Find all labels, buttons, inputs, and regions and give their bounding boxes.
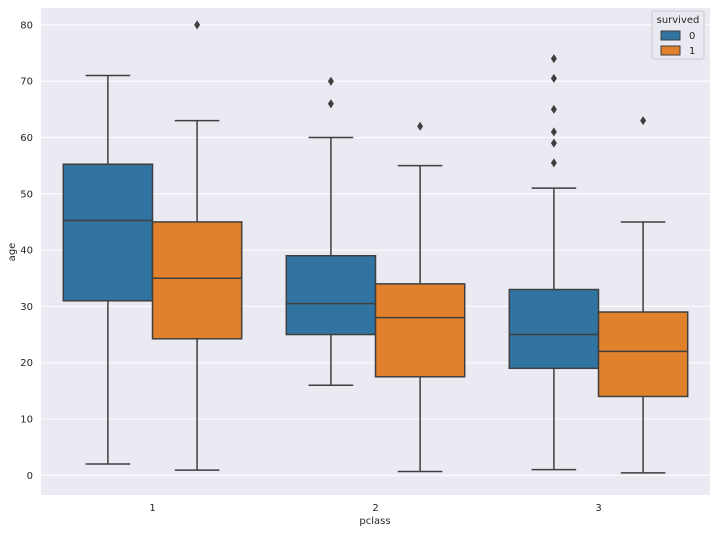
y-tick-label: 0 xyxy=(27,471,33,482)
box-group xyxy=(62,20,689,474)
outlier-point xyxy=(194,20,201,30)
box-iqr xyxy=(597,311,689,398)
outlier-point xyxy=(417,121,424,131)
box-iqr xyxy=(508,288,600,370)
box-iqr xyxy=(285,254,377,336)
box-iqr xyxy=(374,283,466,378)
legend: survived 0 1 xyxy=(651,10,705,60)
x-tick-label: 2 xyxy=(372,503,378,514)
y-tick-label: 80 xyxy=(20,20,33,31)
x-tick-label: 1 xyxy=(149,503,155,514)
outlier-point xyxy=(327,76,334,86)
y-tick-label: 30 xyxy=(20,302,33,313)
x-tick-labels: 1 2 3 xyxy=(149,503,601,514)
outlier-point xyxy=(550,104,557,114)
outlier-point xyxy=(550,127,557,137)
x-axis-label: pclass xyxy=(359,516,390,527)
outlier-point xyxy=(550,138,557,148)
y-tick-label: 40 xyxy=(20,246,33,257)
legend-label: 1 xyxy=(689,46,695,57)
outlier-point xyxy=(550,158,557,168)
legend-swatch xyxy=(660,45,681,56)
y-tick-label: 60 xyxy=(20,133,33,144)
box-iqr xyxy=(62,163,154,302)
outlier-point xyxy=(327,99,334,109)
y-tick-labels: 0 10 20 30 40 50 60 70 80 xyxy=(20,20,33,481)
legend-swatch xyxy=(660,30,681,41)
y-axis-label: age xyxy=(7,243,18,262)
outlier-point xyxy=(550,73,557,83)
y-tick-label: 50 xyxy=(20,189,33,200)
outlier-point xyxy=(640,116,647,126)
y-tick-label: 10 xyxy=(20,414,33,425)
legend-title: survived xyxy=(657,15,700,26)
outlier-point xyxy=(550,54,557,64)
box-iqr xyxy=(151,221,243,340)
y-tick-label: 70 xyxy=(20,77,33,88)
x-tick-label: 3 xyxy=(595,503,601,514)
legend-label: 0 xyxy=(689,31,695,42)
y-tick-label: 20 xyxy=(20,358,33,369)
